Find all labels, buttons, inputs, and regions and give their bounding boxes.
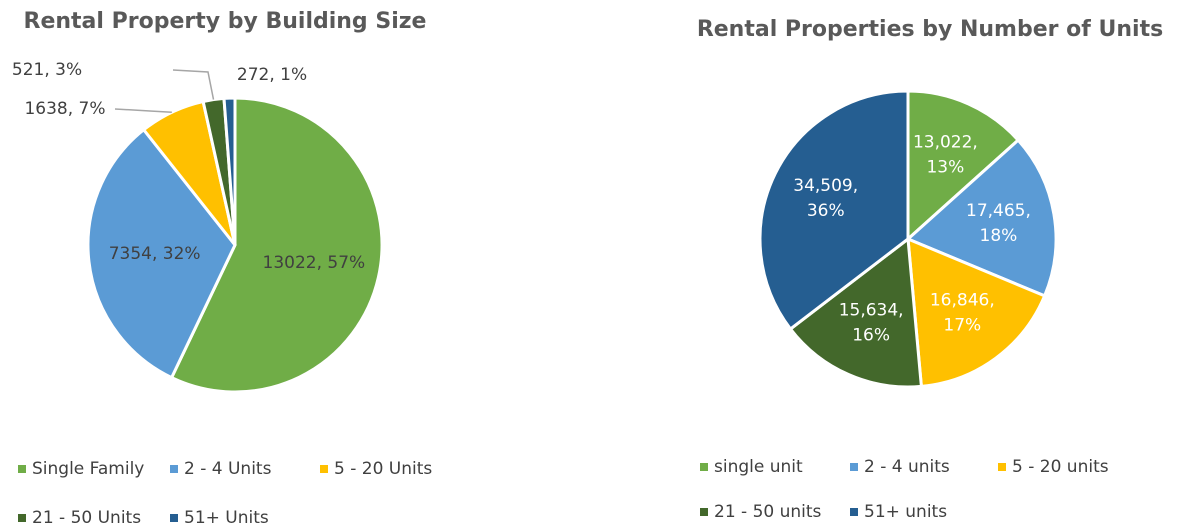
legend-swatch (18, 514, 26, 522)
pie-slice (906, 89, 1021, 243)
pie-slice (169, 96, 384, 394)
legend-label: 5 - 20 units (1012, 457, 1109, 477)
chart-title: Rental Property by Building Size (24, 9, 427, 34)
data-label: 13022, 57% (263, 253, 366, 273)
pie-slice (86, 127, 237, 380)
data-label: 272, 1% (237, 65, 307, 85)
pie-slice (758, 89, 910, 332)
legend-swatch (850, 508, 858, 516)
legend-label: 2 - 4 Units (184, 459, 272, 479)
legend-label: 5 - 20 Units (334, 459, 432, 479)
data-label: 15,634, 16% (839, 301, 904, 346)
data-label: 16,846, 17% (930, 290, 995, 335)
data-label: 34,509, 36% (793, 176, 858, 221)
legend-label: 51+ Units (184, 508, 269, 527)
data-label: 521, 3% (12, 60, 82, 80)
legend-label: single unit (714, 457, 803, 477)
legend-swatch (320, 465, 328, 473)
chart-title: Rental Properties by Number of Units (697, 17, 1163, 42)
pie-slice (905, 138, 1058, 298)
data-label: 1638, 7% (24, 99, 105, 119)
legend-label: Single Family (32, 459, 144, 479)
legend-swatch (700, 508, 708, 516)
legend-swatch (998, 463, 1006, 471)
legend-swatch (700, 463, 708, 471)
legend-swatch (170, 514, 178, 522)
legend-swatch (850, 463, 858, 471)
pie-slice (788, 236, 924, 389)
leader-line (172, 69, 215, 100)
data-label: 13,022, 13% (913, 133, 978, 178)
legend-label: 51+ units (864, 502, 947, 522)
pie-slice (222, 96, 237, 246)
leader-line (114, 108, 172, 114)
legend-swatch (18, 465, 26, 473)
legend-label: 21 - 50 Units (32, 508, 141, 527)
legend-swatch (170, 465, 178, 473)
data-label: 7354, 32% (109, 244, 201, 264)
pie-slice (906, 236, 1047, 389)
legend-label: 21 - 50 units (714, 502, 822, 522)
data-label: 17,465, 18% (966, 201, 1031, 246)
legend-label: 2 - 4 units (864, 457, 950, 477)
